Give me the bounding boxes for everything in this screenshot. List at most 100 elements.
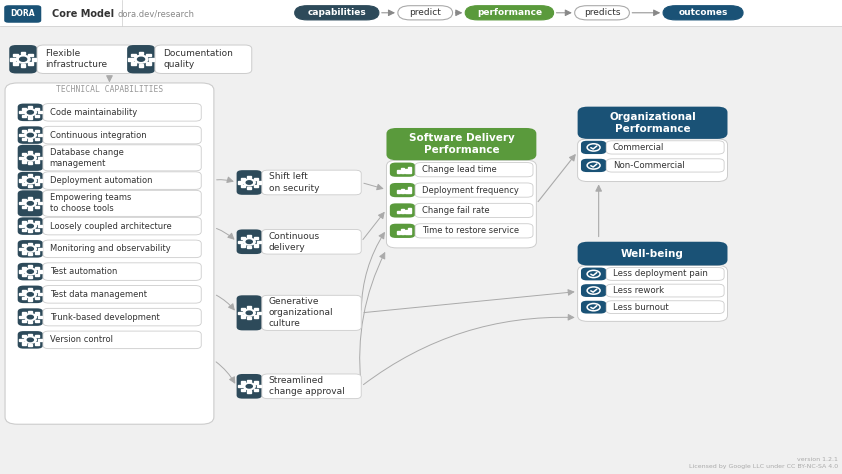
Text: Code maintainability: Code maintainability [50, 108, 137, 117]
Text: Test data management: Test data management [50, 290, 147, 299]
FancyBboxPatch shape [606, 159, 724, 172]
Text: dora.dev/research: dora.dev/research [117, 9, 195, 18]
Bar [253, 308, 258, 310]
Bar [35, 115, 39, 117]
Bar [29, 129, 32, 131]
Bar [38, 339, 41, 341]
FancyBboxPatch shape [415, 203, 533, 218]
Circle shape [24, 132, 36, 138]
Circle shape [19, 57, 27, 61]
Circle shape [24, 337, 36, 343]
Bar [147, 54, 151, 56]
Bar [19, 157, 23, 159]
FancyBboxPatch shape [578, 265, 727, 321]
Text: Shift left
on security: Shift left on security [269, 173, 319, 192]
FancyBboxPatch shape [9, 45, 37, 73]
Bar [29, 334, 32, 336]
FancyBboxPatch shape [386, 128, 536, 160]
Bar [22, 319, 26, 322]
Bar [38, 225, 41, 227]
Bar [22, 251, 26, 254]
Bar [38, 316, 41, 318]
Text: Generative
organizational
culture: Generative organizational culture [269, 297, 333, 328]
Bar [22, 228, 26, 231]
Bar [29, 220, 32, 222]
Bar [29, 185, 32, 187]
Text: Deployment frequency: Deployment frequency [422, 186, 519, 194]
Bar [21, 52, 25, 55]
Bar [29, 62, 33, 65]
FancyBboxPatch shape [43, 126, 201, 144]
FancyBboxPatch shape [37, 45, 134, 73]
Bar [38, 248, 41, 250]
Bar [150, 58, 154, 61]
Circle shape [24, 177, 36, 184]
FancyBboxPatch shape [581, 284, 606, 297]
Bar [35, 183, 39, 185]
FancyBboxPatch shape [606, 267, 724, 281]
Bar [22, 290, 26, 292]
Circle shape [27, 338, 34, 342]
Bar [29, 174, 32, 176]
Bar [35, 137, 39, 140]
FancyBboxPatch shape [127, 45, 155, 73]
Circle shape [24, 223, 36, 229]
Bar [35, 228, 39, 231]
Bar [35, 153, 39, 155]
FancyBboxPatch shape [390, 224, 415, 238]
Bar [248, 307, 251, 309]
Text: Core Model: Core Model [52, 9, 115, 19]
Bar [253, 389, 258, 391]
Bar [238, 385, 242, 387]
Bar [397, 191, 400, 193]
Text: performance: performance [477, 9, 542, 17]
Text: version 1.2.1: version 1.2.1 [797, 457, 838, 462]
Bar [248, 236, 251, 237]
Bar [38, 202, 41, 204]
Bar [35, 267, 39, 269]
FancyBboxPatch shape [262, 170, 361, 195]
Circle shape [243, 179, 255, 186]
Text: Empowering teams
to choose tools: Empowering teams to choose tools [50, 193, 131, 213]
FancyBboxPatch shape [43, 145, 201, 171]
Circle shape [243, 383, 255, 390]
Bar [22, 342, 26, 345]
Text: Version control: Version control [50, 336, 113, 344]
Bar [35, 297, 39, 299]
FancyBboxPatch shape [581, 267, 606, 281]
Bar [128, 58, 132, 61]
Text: Continuous integration: Continuous integration [50, 131, 147, 139]
Bar [241, 185, 245, 187]
Bar [22, 274, 26, 276]
Bar [241, 178, 245, 180]
Bar [38, 271, 41, 273]
Bar [19, 248, 23, 250]
Circle shape [27, 201, 34, 205]
Bar [29, 276, 32, 278]
Bar [405, 169, 408, 173]
Bar [29, 321, 32, 323]
FancyBboxPatch shape [578, 242, 727, 265]
Bar [19, 225, 23, 227]
Text: predicts: predicts [584, 9, 621, 17]
FancyBboxPatch shape [18, 217, 43, 235]
FancyBboxPatch shape [4, 5, 41, 23]
FancyBboxPatch shape [237, 295, 262, 330]
Bar [253, 382, 258, 384]
FancyBboxPatch shape [386, 160, 536, 248]
FancyBboxPatch shape [578, 107, 727, 139]
Bar [35, 244, 39, 246]
Text: Loosely coupled architecture: Loosely coupled architecture [50, 222, 172, 230]
FancyBboxPatch shape [262, 374, 361, 399]
Text: predict: predict [409, 9, 441, 17]
Circle shape [134, 55, 148, 63]
Bar [13, 54, 18, 56]
Circle shape [24, 291, 36, 298]
Bar [38, 157, 41, 159]
Bar [19, 293, 23, 295]
Bar [22, 115, 26, 117]
Bar [241, 382, 245, 384]
Text: Change fail rate: Change fail rate [422, 206, 489, 215]
FancyBboxPatch shape [155, 45, 252, 73]
FancyBboxPatch shape [415, 163, 533, 177]
